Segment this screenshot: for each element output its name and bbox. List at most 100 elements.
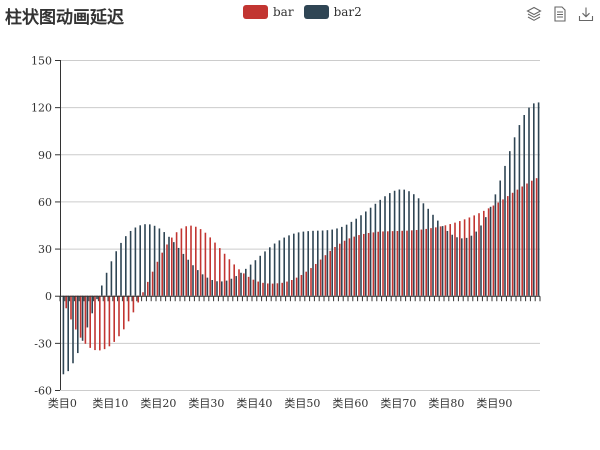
y-tick-label: 30 xyxy=(38,243,52,256)
bar-bar-71 xyxy=(401,230,403,296)
y-tick-label: 60 xyxy=(38,196,52,209)
bar-bar2-63 xyxy=(365,211,367,296)
bar-bar-98 xyxy=(531,180,533,296)
bar-bar-28 xyxy=(195,226,197,296)
bar-bar2-58 xyxy=(341,226,343,296)
bar-bar-21 xyxy=(161,252,163,296)
bar-bar-56 xyxy=(329,250,331,296)
bar-bar2-36 xyxy=(235,276,237,296)
legend-item-bar[interactable]: bar xyxy=(243,5,294,19)
bar-bar2-62 xyxy=(360,215,362,296)
bar-bar2-99 xyxy=(537,102,540,296)
bar-bar-79 xyxy=(439,226,442,296)
bar-bar2-34 xyxy=(225,280,228,296)
bar-bar-32 xyxy=(214,242,216,296)
bar-bar-7 xyxy=(94,295,96,351)
save-image-icon[interactable] xyxy=(578,6,594,22)
bar-bar2-39 xyxy=(249,264,252,296)
bar-bar2-32 xyxy=(216,281,218,296)
bar-bar-45 xyxy=(276,283,279,296)
x-tick-label: 类目20 xyxy=(140,396,176,410)
bar-bar-47 xyxy=(286,281,288,296)
bar-bar-39 xyxy=(247,276,250,296)
bar-bar2-7 xyxy=(96,295,98,300)
bar-bar2-18 xyxy=(149,224,151,296)
bar-bar-3 xyxy=(75,295,77,330)
stack-layers-icon[interactable] xyxy=(526,6,542,22)
bar-bar-49 xyxy=(295,277,298,296)
bar-bar-90 xyxy=(492,205,495,296)
bar-bar2-61 xyxy=(355,218,357,296)
bar-bar2-8 xyxy=(101,285,103,296)
bar-bar2-67 xyxy=(384,196,386,296)
bar-bar2-83 xyxy=(461,238,463,296)
bar-bar2-27 xyxy=(192,265,194,296)
bar-bar2-88 xyxy=(485,217,487,296)
bar-bar2-66 xyxy=(379,199,381,296)
bar-bar2-21 xyxy=(163,232,165,296)
bar-bar-82 xyxy=(454,222,456,296)
bar-bar-87 xyxy=(478,213,480,296)
bar-bar2-94 xyxy=(513,137,516,296)
bar-bar-25 xyxy=(180,228,183,296)
bar-bar2-87 xyxy=(480,225,482,296)
toolbox xyxy=(526,6,594,22)
bar-bar2-71 xyxy=(403,189,405,296)
bar-bar-48 xyxy=(291,280,293,296)
bar-bar-6 xyxy=(89,295,91,348)
bar-bar2-38 xyxy=(245,268,247,296)
bar-bar-17 xyxy=(142,292,144,296)
bar-bar-15 xyxy=(132,295,135,313)
bar-bar-46 xyxy=(281,282,283,296)
bar-bar-65 xyxy=(372,232,375,296)
bar-bar2-0 xyxy=(62,295,65,375)
legend-item-bar2[interactable]: bar2 xyxy=(303,5,362,19)
bar-bar-97 xyxy=(526,183,528,296)
legend: bar bar2 xyxy=(243,4,372,20)
bar-bar-50 xyxy=(300,274,303,296)
bar-bar2-75 xyxy=(422,203,425,296)
bar-bar2-77 xyxy=(432,214,434,296)
bar-bar2-35 xyxy=(230,278,233,296)
bar-bar2-2 xyxy=(72,295,74,364)
bar-bar2-45 xyxy=(278,240,281,296)
bar-bar-68 xyxy=(387,231,389,296)
bar-bar-29 xyxy=(199,229,202,296)
bar-bar2-15 xyxy=(134,227,137,296)
bar-bar-67 xyxy=(382,231,384,296)
bar-bar-91 xyxy=(497,202,499,296)
y-tick-label: 150 xyxy=(31,55,52,68)
bar-bar2-72 xyxy=(408,191,410,296)
bar-bar-19 xyxy=(151,271,154,296)
bar-bar2-74 xyxy=(417,198,420,296)
bar-bar2-3 xyxy=(77,295,79,354)
bar-bar-44 xyxy=(271,283,274,296)
legend-swatch-bar2 xyxy=(303,5,329,19)
x-tick-label: 类目30 xyxy=(188,396,224,410)
legend-label-bar2: bar2 xyxy=(333,5,362,19)
data-view-icon[interactable] xyxy=(552,6,568,22)
bar-bar-41 xyxy=(257,281,259,296)
bar-bar2-26 xyxy=(187,259,189,296)
bar-bar-77 xyxy=(430,228,432,296)
bar-bar2-17 xyxy=(144,224,146,296)
bar-bar-14 xyxy=(127,295,130,322)
bar-bar2-48 xyxy=(293,233,295,296)
bar-bar2-86 xyxy=(475,231,477,296)
bar-bar-42 xyxy=(262,282,264,296)
bar-bar-20 xyxy=(156,261,159,296)
bar-bar2-33 xyxy=(221,281,223,296)
bar-bar2-56 xyxy=(331,229,333,296)
bar-bar2-80 xyxy=(446,230,449,296)
bar-bar2-96 xyxy=(523,115,525,296)
bar-bar2-98 xyxy=(533,103,535,296)
bar-bar-36 xyxy=(233,264,235,296)
bar-bar2-76 xyxy=(427,208,429,296)
bar-bar2-91 xyxy=(499,180,501,296)
bar-bar-11 xyxy=(113,295,115,342)
bar-bar2-24 xyxy=(177,247,180,296)
bar-bar-12 xyxy=(118,295,120,337)
bar-bar2-79 xyxy=(441,226,444,296)
bar-bar2-28 xyxy=(197,270,199,296)
bar-bar-54 xyxy=(319,259,322,296)
